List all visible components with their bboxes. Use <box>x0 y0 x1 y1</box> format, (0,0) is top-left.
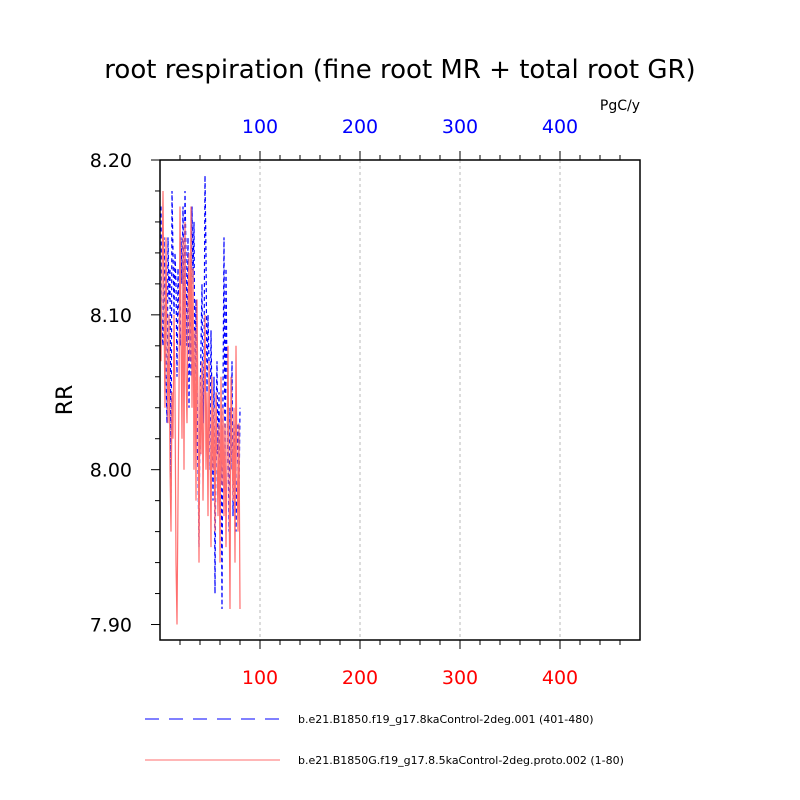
legend-label-series-2: b.e21.B1850G.f19_g17.8.5kaControl-2deg.p… <box>298 754 624 767</box>
tick-labels: 100 100 200 200 300 300 400 400 7.90 8.00 8.10 8.20 <box>90 116 578 689</box>
y-tick-label-8.00: 8.00 <box>90 460 132 482</box>
y-axis-label: RR <box>53 385 78 416</box>
grid <box>259 160 561 640</box>
series-group <box>160 175 241 625</box>
plot-frame <box>159 159 641 641</box>
x-tick-label-top-300: 300 <box>442 116 478 138</box>
x-tick-label-top-400: 400 <box>542 116 578 138</box>
series-line-1 <box>160 175 241 610</box>
chart-title: root respiration (fine root MR + total r… <box>104 55 695 85</box>
x-tick-label-bottom-200: 200 <box>342 667 378 689</box>
legend: b.e21.B1850.f19_g17.8kaControl-2deg.001 … <box>145 713 624 767</box>
y-tick-label-7.90: 7.90 <box>90 615 132 637</box>
x-tick-label-top-100: 100 <box>242 116 278 138</box>
units-label: PgC/y <box>600 98 640 114</box>
x-tick-label-bottom-300: 300 <box>442 667 478 689</box>
legend-label-series-1: b.e21.B1850.f19_g17.8kaControl-2deg.001 … <box>298 713 594 726</box>
y-tick-label-8.20: 8.20 <box>90 150 132 172</box>
x-tick-label-bottom-100: 100 <box>242 667 278 689</box>
ticks <box>151 151 621 649</box>
series-line-2 <box>160 190 241 625</box>
x-tick-label-bottom-400: 400 <box>542 667 578 689</box>
y-tick-label-8.10: 8.10 <box>90 305 132 327</box>
x-tick-label-top-200: 200 <box>342 116 378 138</box>
